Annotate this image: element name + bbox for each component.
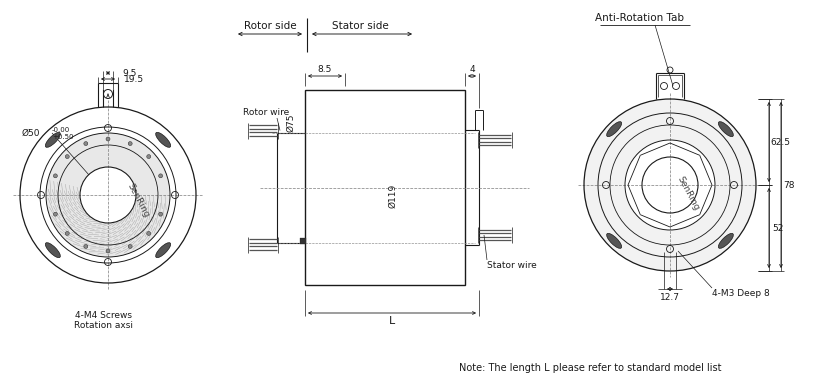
Ellipse shape xyxy=(45,243,61,258)
Circle shape xyxy=(147,231,151,236)
Circle shape xyxy=(159,212,163,216)
Text: 12.7: 12.7 xyxy=(660,293,680,303)
Text: Rotation axsi: Rotation axsi xyxy=(74,320,133,330)
Ellipse shape xyxy=(156,132,170,147)
Text: 62.5: 62.5 xyxy=(770,137,790,147)
Ellipse shape xyxy=(156,243,170,258)
Circle shape xyxy=(53,212,57,216)
Text: Rotor wire: Rotor wire xyxy=(243,107,289,117)
Text: +0.50: +0.50 xyxy=(52,134,74,140)
Circle shape xyxy=(53,174,57,178)
Text: 9.5: 9.5 xyxy=(123,69,138,77)
Circle shape xyxy=(625,140,715,230)
Text: Stator wire: Stator wire xyxy=(487,261,536,270)
Text: Ø50: Ø50 xyxy=(21,129,40,137)
Text: -0.00: -0.00 xyxy=(52,127,70,133)
Text: 4-M4 Screws: 4-M4 Screws xyxy=(75,310,132,320)
Circle shape xyxy=(106,249,110,253)
Text: Rotor side: Rotor side xyxy=(244,21,296,31)
Circle shape xyxy=(84,244,88,248)
Circle shape xyxy=(159,174,163,178)
Circle shape xyxy=(66,231,70,236)
Circle shape xyxy=(66,154,70,159)
Text: Ø119: Ø119 xyxy=(388,183,397,208)
Text: L: L xyxy=(389,316,395,326)
Text: 8.5: 8.5 xyxy=(318,65,333,74)
Ellipse shape xyxy=(718,122,733,137)
Circle shape xyxy=(147,154,151,159)
Text: Note: The length L please refer to standard model list: Note: The length L please refer to stand… xyxy=(459,363,722,373)
Text: Ø75: Ø75 xyxy=(287,113,296,132)
Text: SenRing: SenRing xyxy=(125,181,151,219)
Text: 52: 52 xyxy=(772,224,784,233)
Circle shape xyxy=(80,167,136,223)
Circle shape xyxy=(46,133,170,257)
Ellipse shape xyxy=(607,122,622,137)
Circle shape xyxy=(584,99,756,271)
Circle shape xyxy=(129,142,132,146)
Text: Anti-Rotation Tab: Anti-Rotation Tab xyxy=(595,13,685,23)
Text: 19.5: 19.5 xyxy=(124,75,144,84)
Text: SenRing: SenRing xyxy=(675,174,701,212)
Circle shape xyxy=(106,137,110,141)
Bar xyxy=(300,238,306,243)
Circle shape xyxy=(84,142,88,146)
Bar xyxy=(305,90,465,285)
Ellipse shape xyxy=(607,233,622,248)
Ellipse shape xyxy=(45,132,61,147)
Text: 4-M3 Deep 8: 4-M3 Deep 8 xyxy=(712,288,770,298)
Text: 78: 78 xyxy=(783,181,794,189)
Circle shape xyxy=(129,244,132,248)
Text: Stator side: Stator side xyxy=(332,21,388,31)
Ellipse shape xyxy=(718,233,733,248)
Text: 4: 4 xyxy=(469,65,475,74)
